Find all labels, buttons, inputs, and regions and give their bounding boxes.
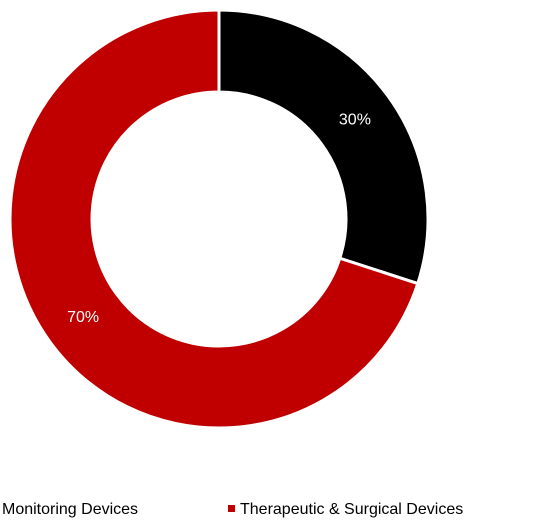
donut-segment [217,8,430,286]
data-label: 70% [67,309,99,326]
donut-segment [8,8,420,430]
legend-swatch [228,505,235,512]
data-label: 30% [339,111,371,128]
legend-label: Therapeutic & Surgical Devices [240,501,463,518]
legend-label: Monitoring Devices [2,501,138,518]
